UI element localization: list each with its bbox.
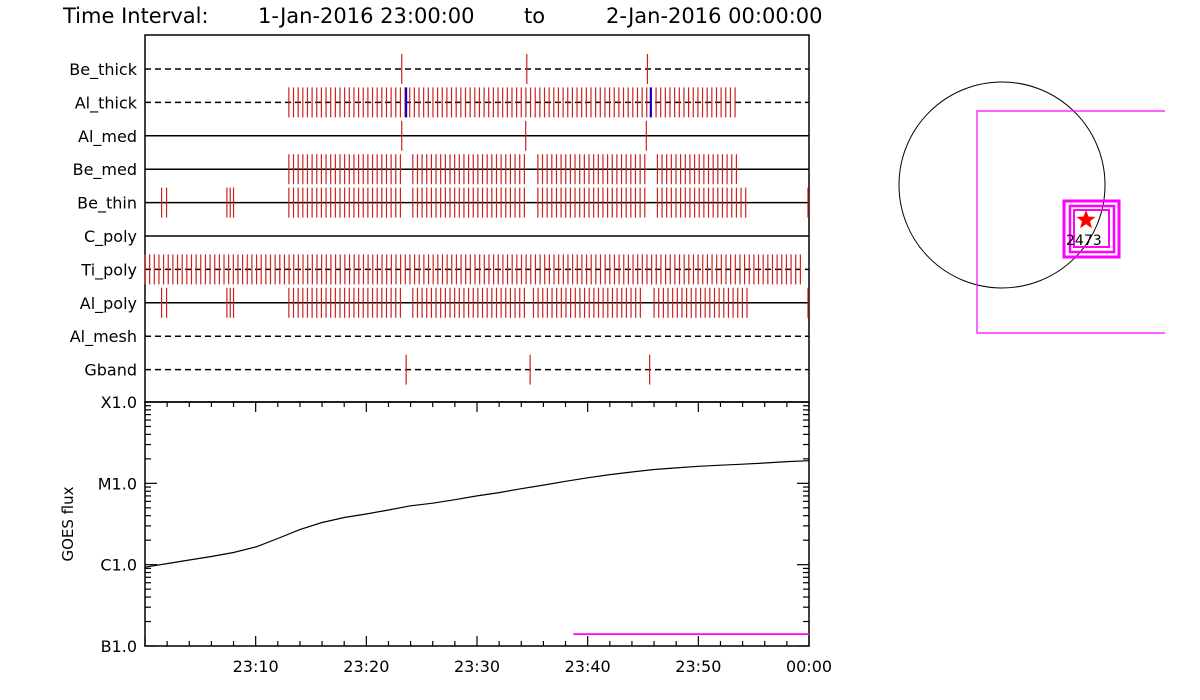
map-panel: 2473: [898, 81, 1165, 334]
row-label-al_med: Al_med: [78, 127, 137, 147]
flare-box-middle: [1068, 204, 1116, 254]
x-tick-label: 23:20: [343, 657, 389, 676]
y-tick-label: X1.0: [101, 393, 137, 412]
goes-panel: X1.0 M1.0 C1.0 B1.0 GOES flux 23:10 23:20 23:30…: [59, 393, 832, 676]
timeline-panel: Be_thick Al_thick Al_med Be_med Be_thin C_pol…: [69, 54, 809, 385]
y-tick-label: B1.0: [101, 637, 137, 656]
row-label-be_med: Be_med: [73, 160, 137, 180]
header: Time Interval: 1-Jan-2016 23:00:00 to 2-…: [62, 4, 823, 28]
row-label-be_thin: Be_thin: [77, 194, 137, 214]
row-label-ti_poly: Ti_poly: [80, 260, 137, 280]
row-label-al_poly: Al_poly: [80, 294, 137, 314]
row-label-al_thick: Al_thick: [75, 93, 138, 113]
x-tick-label: 00:00: [786, 657, 832, 676]
y-tick-label: M1.0: [98, 474, 137, 493]
y-tick-label: C1.0: [100, 556, 137, 575]
x-tick-label: 23:50: [675, 657, 721, 676]
row-label-c_poly: C_poly: [84, 227, 137, 247]
row-label-gband: Gband: [84, 361, 137, 380]
flare-location-star-icon: [1076, 210, 1096, 229]
header-end: 2-Jan-2016 00:00:00: [606, 4, 823, 28]
x-tick-label: 23:40: [565, 657, 611, 676]
x-tick-label: 23:10: [233, 657, 279, 676]
header-label: Time Interval:: [62, 4, 209, 28]
flare-box-inner: [1073, 209, 1110, 248]
active-region-label: 2473: [1066, 233, 1102, 249]
goes-frame: [144, 401, 810, 647]
row-label-al_mesh: Al_mesh: [70, 327, 137, 347]
field-of-view-box: [976, 110, 1165, 334]
header-start: 1-Jan-2016 23:00:00: [258, 4, 475, 28]
goes-flux-line: [144, 460, 810, 568]
header-to: to: [524, 4, 545, 28]
row-label-be_thick: Be_thick: [69, 60, 137, 80]
timeline-frame: [144, 34, 810, 403]
x-tick-label: 23:30: [454, 657, 500, 676]
flare-box-outer: [1062, 199, 1121, 259]
solar-disk: [898, 81, 1106, 289]
y-axis-label: GOES flux: [59, 486, 77, 561]
